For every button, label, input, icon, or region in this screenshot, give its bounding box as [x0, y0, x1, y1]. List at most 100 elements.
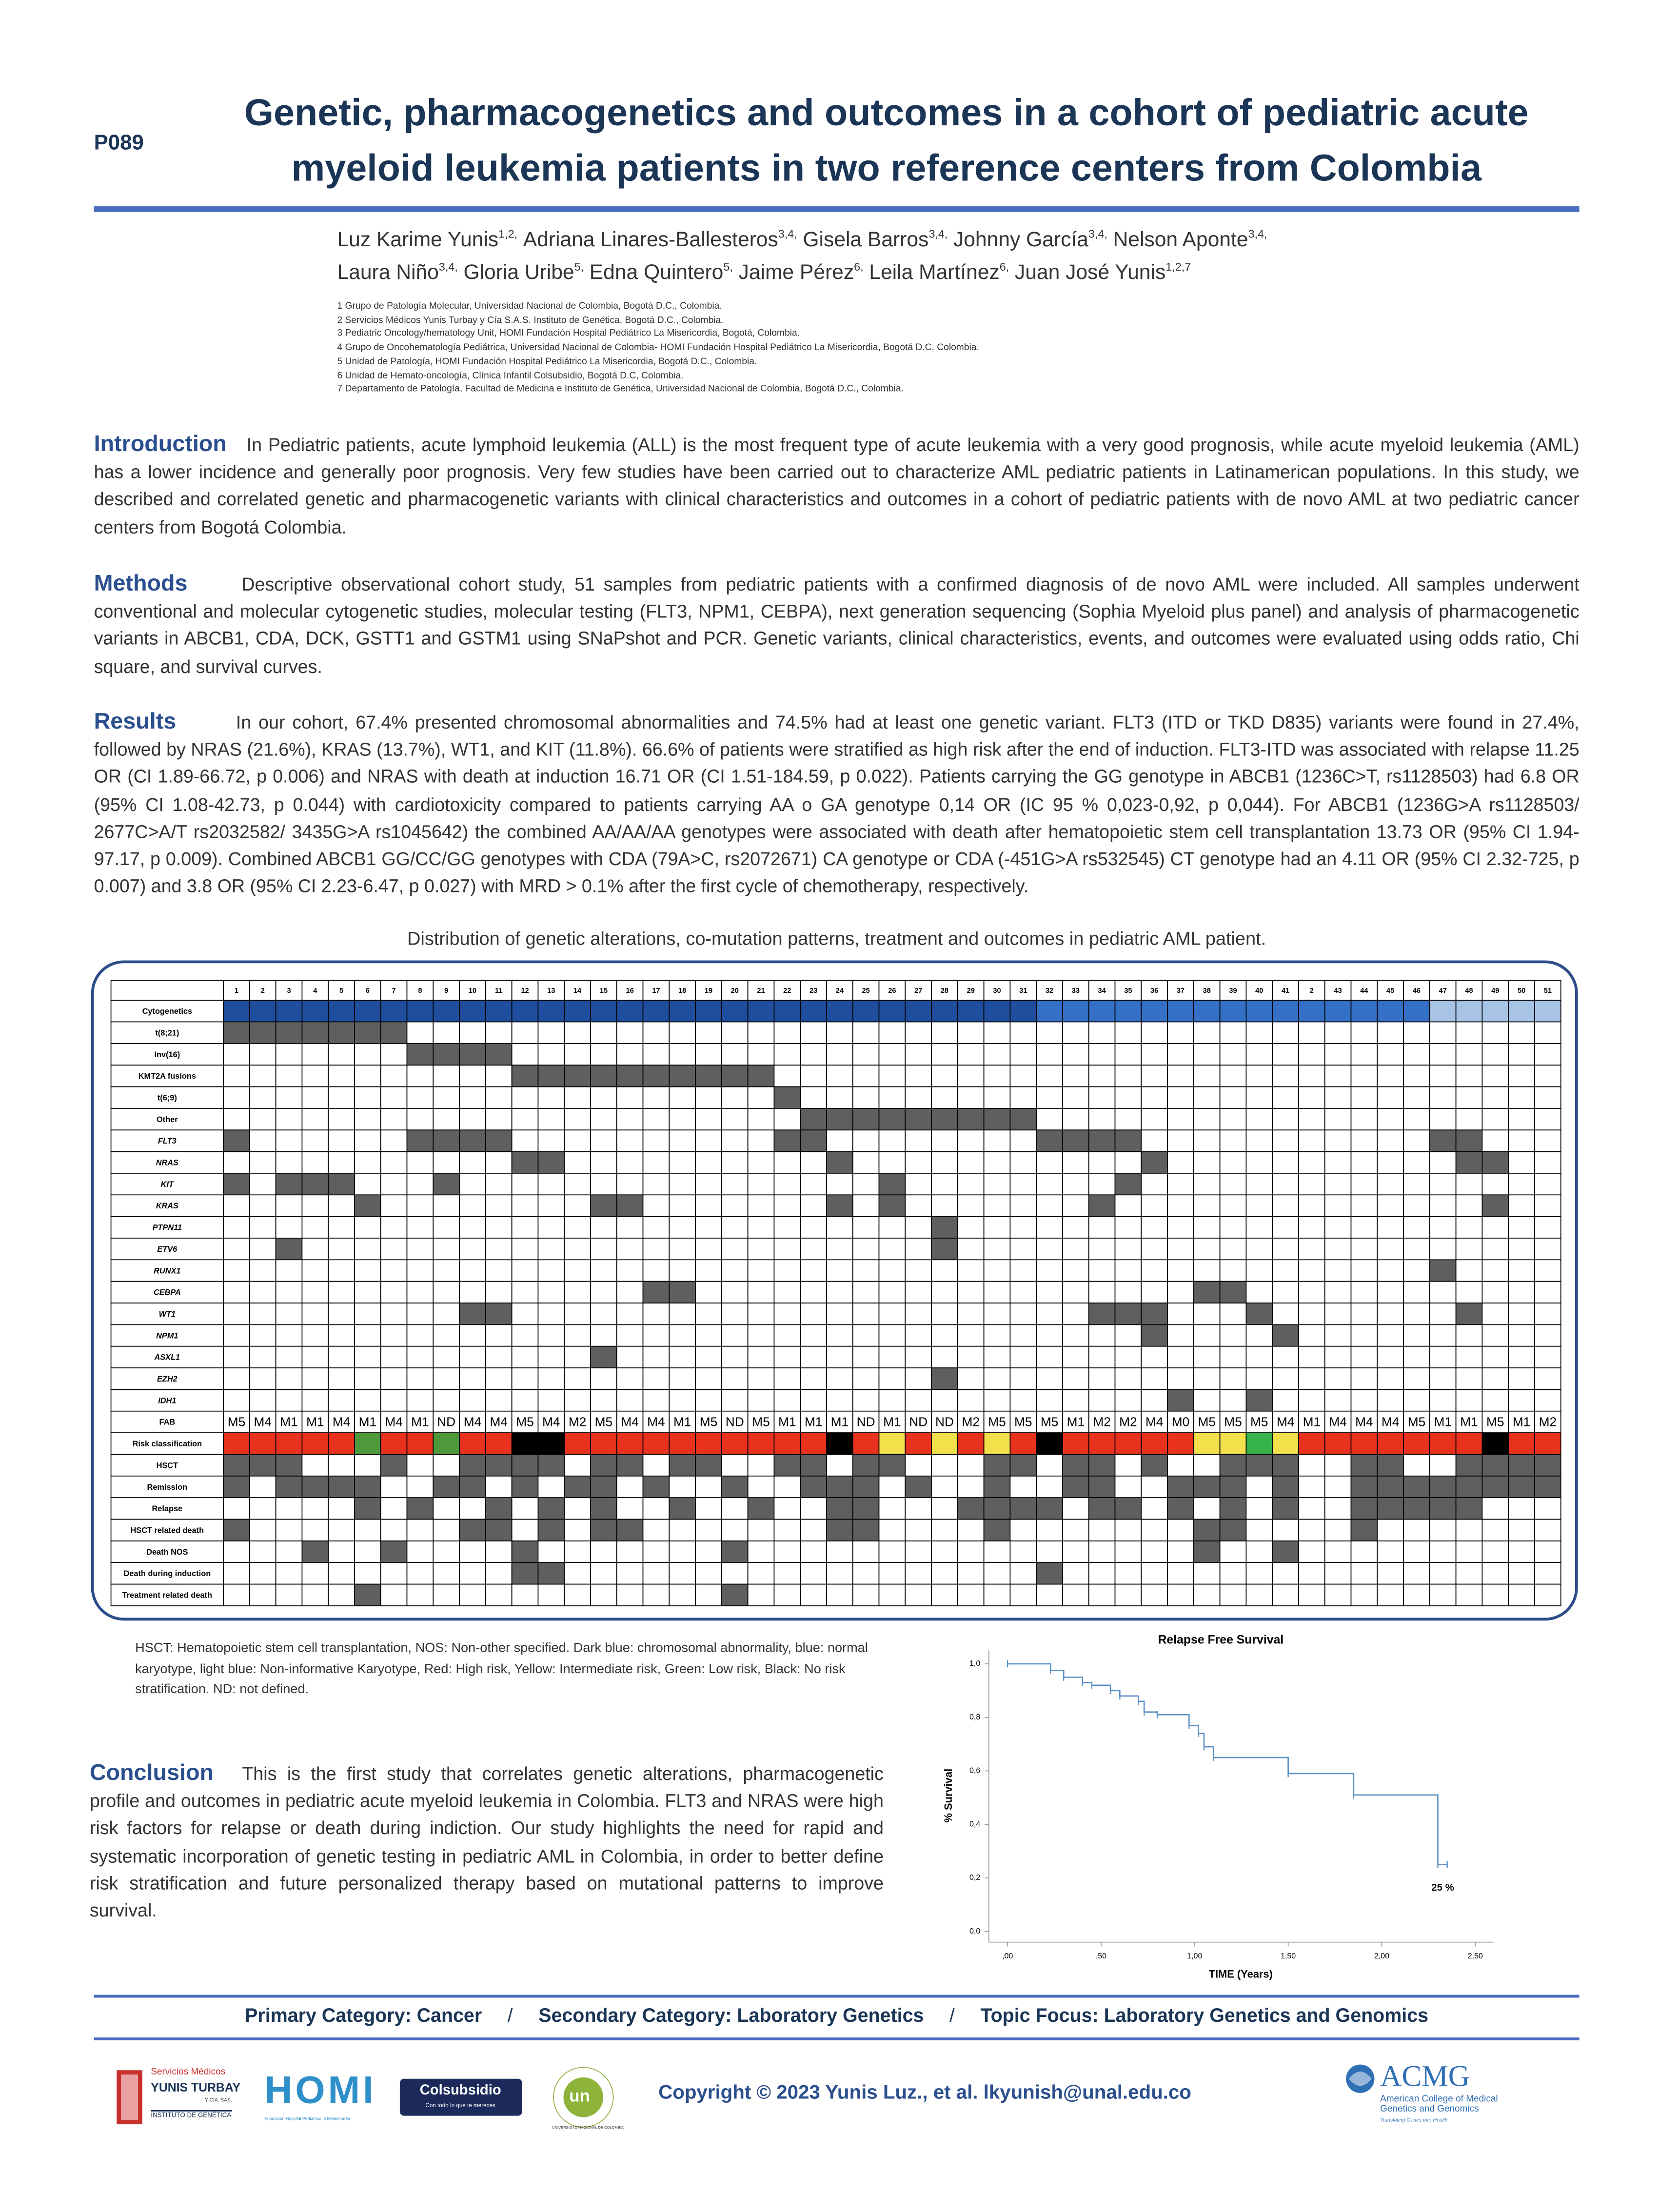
cell	[826, 1151, 853, 1174]
cell	[931, 1303, 958, 1325]
cell	[852, 1562, 880, 1585]
cell	[328, 1108, 355, 1131]
cell	[1193, 1475, 1221, 1499]
cell	[1298, 1389, 1325, 1412]
cell	[301, 1173, 329, 1196]
cell	[957, 1194, 985, 1217]
cell	[223, 1086, 250, 1109]
colored-cell	[826, 1432, 853, 1455]
cell	[1193, 1367, 1221, 1390]
cell	[1455, 1475, 1483, 1499]
cell	[800, 1173, 827, 1196]
cell	[301, 1519, 329, 1541]
cell	[931, 1281, 958, 1304]
cell	[695, 1583, 722, 1606]
cell	[275, 1259, 303, 1282]
cell	[537, 1497, 565, 1520]
header-cell	[695, 980, 722, 1001]
cell	[642, 1562, 670, 1585]
cell	[537, 1454, 565, 1477]
cell	[852, 1367, 880, 1390]
colored-cell	[1429, 1432, 1457, 1455]
colored-cell	[800, 1432, 827, 1455]
cell	[1455, 1194, 1483, 1217]
cell	[1481, 1151, 1509, 1174]
cell	[406, 1238, 434, 1261]
cell	[773, 1303, 801, 1325]
colored-cell	[459, 1000, 486, 1023]
cell	[616, 1129, 644, 1152]
cell	[1272, 1259, 1299, 1282]
cell	[1298, 1562, 1325, 1585]
cell	[433, 1281, 460, 1304]
colored-cell	[1088, 1000, 1116, 1023]
cell	[800, 1475, 827, 1499]
colored-cell	[721, 1000, 749, 1023]
cell	[275, 1540, 303, 1563]
cell	[1324, 1475, 1352, 1499]
survival-step	[1064, 1677, 1083, 1683]
cell	[1481, 1324, 1509, 1347]
cell	[275, 1043, 303, 1066]
cell	[328, 1345, 355, 1368]
cell	[721, 1454, 749, 1477]
footer-rule	[94, 1995, 1580, 1998]
cell	[983, 1303, 1011, 1325]
cell	[301, 1475, 329, 1499]
author-name: Adriana Linares-Ballesteros	[523, 229, 778, 252]
cell	[1481, 1129, 1509, 1152]
colored-cell	[590, 1000, 617, 1023]
section-text: In our cohort, 67.4% presented chromosom…	[94, 711, 1580, 897]
cell	[669, 1194, 696, 1217]
column-number: 27	[914, 987, 922, 995]
row-label: PTPN11	[153, 1224, 182, 1232]
cell	[1377, 1021, 1404, 1044]
cell	[1167, 1519, 1194, 1541]
cell	[642, 1194, 670, 1217]
cell	[1272, 1281, 1299, 1304]
affiliations: 1 Grupo de Patología Molecular, Universi…	[337, 300, 979, 397]
logo-text: INSTITUTO DE GENÉTICA	[151, 2110, 232, 2118]
cell	[459, 1345, 486, 1368]
cell	[354, 1389, 381, 1412]
cell	[773, 1259, 801, 1282]
cell	[1219, 1497, 1247, 1520]
cell	[773, 1065, 801, 1087]
cell	[249, 1108, 276, 1131]
colored-cell	[1403, 1000, 1430, 1023]
row-label: Risk classification	[133, 1440, 202, 1448]
cell	[1377, 1108, 1404, 1131]
cell	[1167, 1281, 1194, 1304]
figure-caption: Distribution of genetic alterations, co-…	[407, 928, 1266, 949]
cell	[1403, 1389, 1430, 1412]
cell	[433, 1454, 460, 1477]
author: Edna Quintero5,	[590, 260, 733, 284]
cell	[957, 1324, 985, 1347]
cell	[616, 1324, 644, 1347]
cell	[1245, 1043, 1273, 1066]
cell	[800, 1281, 827, 1304]
header-cell	[433, 980, 460, 1001]
cell	[1455, 1324, 1483, 1347]
cell	[511, 1281, 539, 1304]
row-label-cell	[110, 1021, 224, 1044]
cell	[1167, 1065, 1194, 1087]
cell	[1403, 1086, 1430, 1109]
column-number: 38	[1203, 987, 1211, 995]
cell	[1036, 1151, 1063, 1174]
cell	[1036, 1259, 1063, 1282]
cell	[511, 1454, 539, 1477]
cell	[590, 1238, 617, 1261]
author-name: Gisela Barros	[803, 229, 929, 252]
author-name: Laura Niño	[337, 261, 439, 285]
cell	[669, 1281, 696, 1304]
cell	[275, 1497, 303, 1520]
cell	[1245, 1497, 1273, 1520]
fab-label: M1	[1460, 1414, 1478, 1429]
cell	[380, 1562, 408, 1585]
cell	[537, 1324, 565, 1347]
cell	[616, 1194, 644, 1217]
header-cell	[1403, 980, 1430, 1001]
section-text: Descriptive observational cohort study, …	[94, 573, 1580, 677]
fab-label: M1	[778, 1414, 796, 1429]
